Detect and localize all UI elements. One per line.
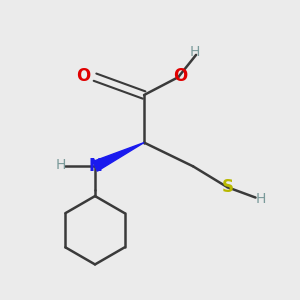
Text: O: O [173, 67, 188, 85]
Text: N: N [88, 157, 102, 175]
Text: S: S [222, 178, 234, 196]
Text: H: H [256, 192, 266, 206]
Text: H: H [189, 45, 200, 59]
Polygon shape [93, 142, 144, 171]
Text: O: O [76, 67, 91, 85]
Text: H: H [56, 158, 66, 172]
